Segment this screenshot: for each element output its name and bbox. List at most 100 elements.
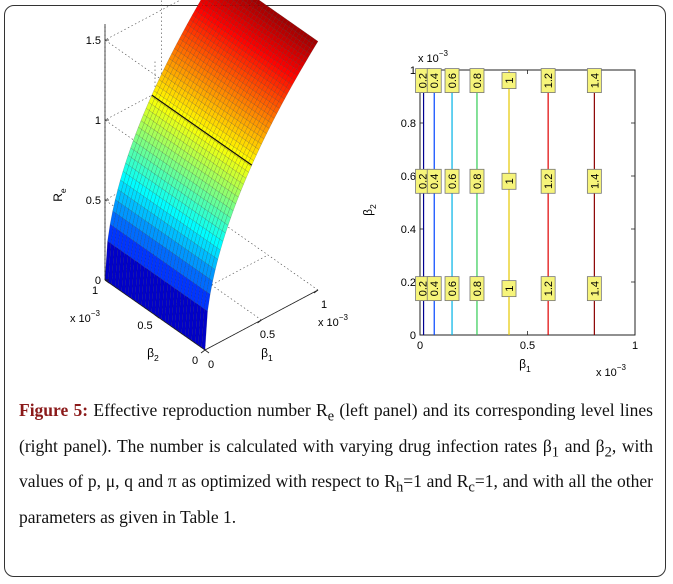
caption-sub-e: e <box>327 408 335 425</box>
contour-label-box <box>469 168 485 194</box>
contour-label: 0.2 <box>418 281 430 296</box>
surface-patch <box>311 38 319 46</box>
contour-label-box <box>426 276 442 302</box>
surface-y-exponent-base: x 10 <box>70 313 91 325</box>
caption-text-2: (left panel) and its corresponding level… <box>19 400 653 456</box>
contour-x-tick-label: 0.5 <box>520 340 535 352</box>
contour-label: 1.4 <box>589 281 601 296</box>
caption-sub-1: 1 <box>551 444 560 460</box>
contour-label-box <box>586 168 602 194</box>
contour-label: 0.8 <box>472 174 484 189</box>
caption-text-4: , with values of p, μ, q and π as optimi… <box>19 435 653 492</box>
surface-x-tick <box>313 289 319 294</box>
surface-x-tick-label: 0 <box>208 359 214 371</box>
contour-label: 1.2 <box>543 73 555 88</box>
contour-label-box <box>469 68 485 93</box>
contour-label-box <box>444 168 460 194</box>
contour-label-box <box>540 168 556 194</box>
contour-label: 1.2 <box>543 281 555 296</box>
contour-label-box <box>444 68 460 93</box>
contour-label: 0.2 <box>418 174 430 189</box>
surface-y-tick-label: 1 <box>92 285 98 297</box>
caption-sub-c: c <box>468 479 475 496</box>
surface-x-label: β1 <box>261 346 273 363</box>
contour-x-exponent-base: x 10 <box>596 367 617 379</box>
surface-z-label-sub: e <box>58 188 68 193</box>
contour-y-exponent-power: −3 <box>439 49 449 58</box>
contour-label: 0.4 <box>429 73 441 88</box>
contour-y-tick-label: 0.2 <box>401 277 416 289</box>
figure-caption: Figure 5: Effective reproduction number … <box>19 396 653 532</box>
contour-label-box <box>586 276 602 302</box>
contour-y-tick-label: 0.4 <box>401 224 416 236</box>
contour-x-tick-label: 1 <box>632 340 638 352</box>
contour-label: 0.2 <box>418 73 430 88</box>
contour-label: 0.6 <box>447 281 459 296</box>
contour-y-exponent-base: x 10 <box>418 53 439 65</box>
surface-z-tick-label: 0.5 <box>86 195 101 207</box>
caption-text-1: Effective reproduction number R <box>88 400 328 420</box>
surface-x-label-main: β <box>261 346 268 360</box>
surface-z-tick-label: 0 <box>95 275 101 287</box>
contour-label-box <box>540 276 556 302</box>
contour-y-exponent: x 10−3 <box>418 49 448 65</box>
contour-label: 0.6 <box>447 174 459 189</box>
surface-y-tick <box>204 349 210 354</box>
caption-sub-2: 2 <box>604 444 612 460</box>
surface-z-label: Re <box>51 188 68 202</box>
contour-y-label-main: β <box>361 209 375 216</box>
contour-label: 1.4 <box>589 73 601 88</box>
contour-plot: 00.20.40.60.810 0.5 10.2 0.4 0.6 0.8 1 1.2 1.40.… <box>361 49 638 379</box>
contour-y-tick-label: 1 <box>410 65 416 77</box>
surface-z-tick-label: 1.5 <box>86 35 101 47</box>
contour-label: 1 <box>504 178 516 184</box>
surface-x-tick <box>200 349 206 354</box>
contour-label-box <box>469 276 485 302</box>
contour-label: 0.8 <box>472 281 484 296</box>
contour-y-tick-label: 0.8 <box>401 118 416 130</box>
caption-text-6: =1, and with all the other parameters as… <box>19 471 654 527</box>
surface-level-line <box>151 94 253 166</box>
contour-label: 1.4 <box>589 174 601 189</box>
surface-y-tick <box>104 279 110 284</box>
surface-x-exponent: x 10−3 <box>318 313 348 329</box>
contour-y-tick-label: 0.6 <box>401 171 416 183</box>
contour-label: 0.4 <box>429 281 441 296</box>
surface-x-label-sub: 1 <box>268 353 273 363</box>
surface-y-tick <box>154 314 160 319</box>
surface-y-label: β2 <box>147 346 159 363</box>
contour-label-box <box>444 276 460 302</box>
caption-text-5: =1 and R <box>403 471 469 491</box>
contour-y-label: β2 <box>361 204 378 216</box>
surface-x-tick <box>257 319 262 324</box>
contour-label: 1 <box>504 286 516 292</box>
contour-y-label-sub: 2 <box>368 204 378 209</box>
contour-label-box <box>501 280 517 298</box>
contour-label: 1.2 <box>543 174 555 189</box>
surface-x-exponent-power: −3 <box>339 313 349 322</box>
contour-label-box <box>426 168 442 194</box>
contour-label-box <box>540 68 556 93</box>
contour-label: 0.8 <box>472 73 484 88</box>
contour-label-box <box>501 172 517 190</box>
surface-x-tick-label: 0.5 <box>260 329 275 341</box>
surface-floor-u-2 <box>217 219 319 291</box>
contour-x-exponent-power: −3 <box>617 363 627 372</box>
contour-label-box <box>586 68 602 93</box>
contour-label: 0.6 <box>447 73 459 88</box>
surface-x-exponent-base: x 10 <box>318 317 339 329</box>
surface-y-exponent: x 10−3 <box>70 309 100 325</box>
contour-label-box <box>501 72 517 89</box>
contour-x-tick-label: 0 <box>417 340 423 352</box>
contour-x-exponent: x 10−3 <box>596 363 626 379</box>
contour-label: 1 <box>504 78 516 84</box>
contour-x-label: β1 <box>519 357 531 374</box>
caption-text-3: and β <box>559 435 605 456</box>
surface-y-exponent-power: −3 <box>91 309 101 318</box>
caption-label: Figure 5: <box>19 400 89 420</box>
surface-x-tick-label: 1 <box>321 299 327 311</box>
surface-z-tick-label: 1 <box>95 115 101 127</box>
caption-sub-h: h <box>395 479 404 496</box>
